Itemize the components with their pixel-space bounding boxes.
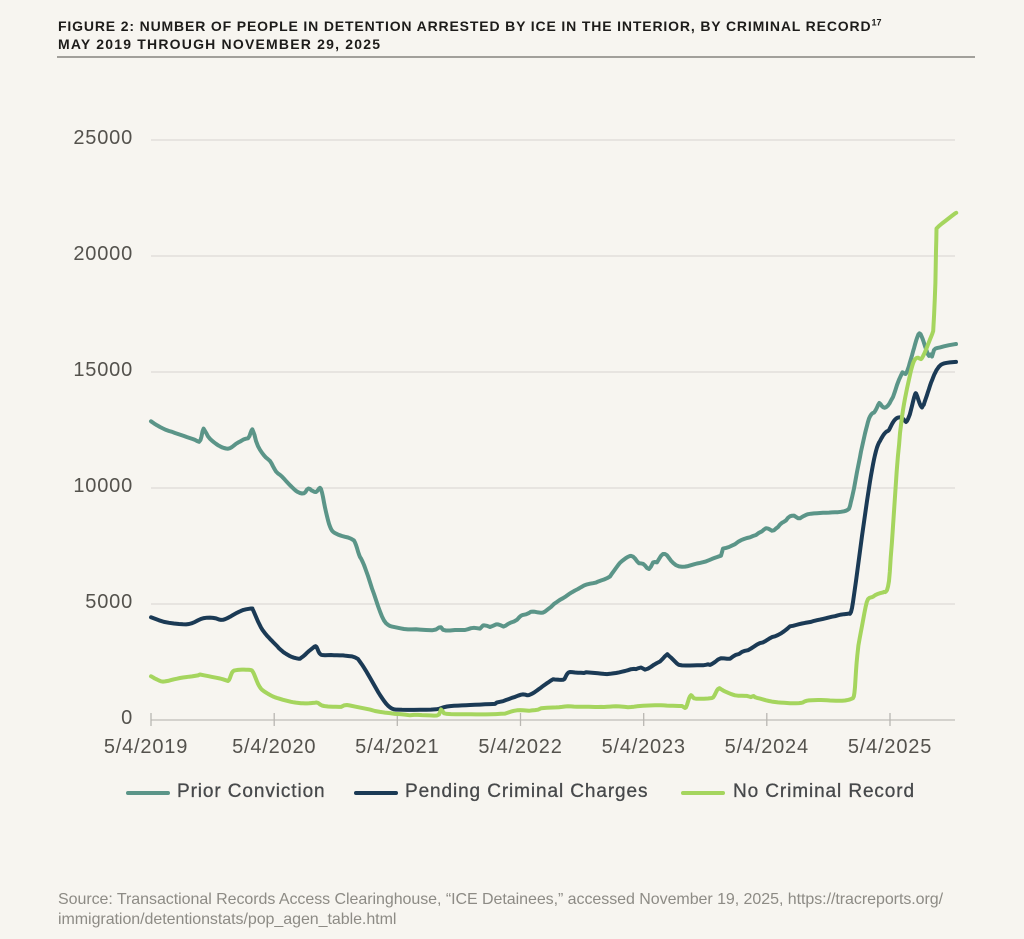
svg-text:10000: 10000 bbox=[73, 475, 133, 497]
svg-text:5/4/2021: 5/4/2021 bbox=[355, 736, 439, 758]
svg-text:5/4/2022: 5/4/2022 bbox=[478, 736, 562, 758]
svg-text:25000: 25000 bbox=[73, 127, 133, 149]
svg-text:0: 0 bbox=[121, 707, 133, 729]
svg-text:5/4/2024: 5/4/2024 bbox=[725, 736, 809, 758]
svg-text:20000: 20000 bbox=[73, 243, 133, 265]
svg-text:5/4/2025: 5/4/2025 bbox=[848, 736, 932, 758]
svg-text:5000: 5000 bbox=[85, 591, 133, 613]
svg-text:5/4/2023: 5/4/2023 bbox=[602, 736, 686, 758]
svg-text:15000: 15000 bbox=[73, 359, 133, 381]
svg-text:5/4/2019: 5/4/2019 bbox=[104, 736, 188, 758]
svg-text:5/4/2020: 5/4/2020 bbox=[232, 736, 316, 758]
